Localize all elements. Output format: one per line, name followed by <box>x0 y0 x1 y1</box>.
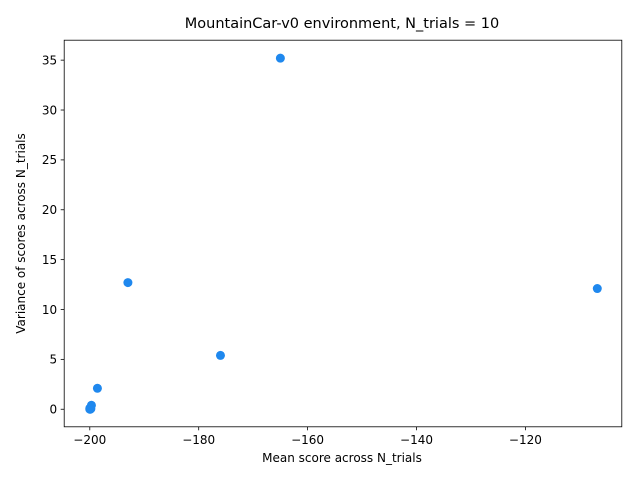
plot-frame <box>63 39 623 428</box>
y-axis-ticks: 0 5 10 15 20 25 30 35 <box>42 53 65 417</box>
data-point <box>275 53 285 63</box>
data-points <box>85 53 602 414</box>
y-tick-label: 0 <box>50 403 58 417</box>
x-tick-label: −120 <box>509 433 542 447</box>
x-axis-label: Mean score across N_trials <box>262 451 422 465</box>
y-tick-label: 10 <box>42 303 57 317</box>
x-tick-label: −200 <box>73 433 106 447</box>
y-tick-label: 20 <box>42 203 57 217</box>
data-point <box>592 284 602 294</box>
y-tick-label: 5 <box>50 353 58 367</box>
y-tick-label: 25 <box>42 153 57 167</box>
data-point <box>215 350 225 360</box>
data-point <box>92 383 102 393</box>
y-tick-label: 15 <box>42 253 57 267</box>
x-tick-label: −140 <box>400 433 433 447</box>
x-tick-label: −160 <box>291 433 324 447</box>
y-tick-label: 30 <box>42 103 57 117</box>
data-point <box>85 403 95 413</box>
chart-title: MountainCar-v0 environment, N_trials = 1… <box>185 16 499 32</box>
y-axis-label: Variance of scores across N_trials <box>14 133 28 334</box>
data-point <box>123 278 133 288</box>
x-tick-label: −180 <box>182 433 215 447</box>
x-axis-ticks: −200 −180 −160 −140 −120 <box>73 426 542 447</box>
y-tick-label: 35 <box>42 53 57 67</box>
